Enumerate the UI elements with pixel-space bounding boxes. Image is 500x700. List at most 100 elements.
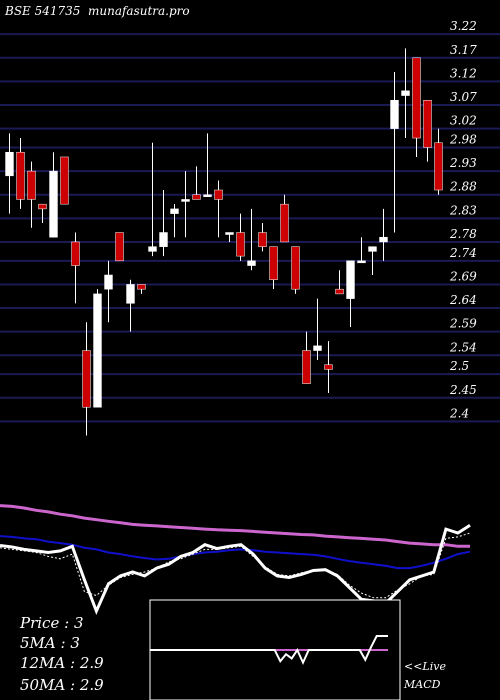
ticker-label: BSE 541735: [4, 4, 80, 18]
candle-body: [368, 246, 377, 252]
y-tick-label: 2.83: [449, 203, 477, 217]
short-ma-line: [0, 532, 471, 599]
ma12-value: 2.9: [79, 654, 104, 672]
candle-body: [203, 194, 212, 197]
candle: [126, 279, 135, 332]
candle: [324, 341, 333, 394]
mid-ma-line: [0, 535, 471, 570]
y-tick-label: 2.88: [449, 180, 477, 194]
y-tick-label: 2.5: [449, 359, 469, 373]
candle-body: [181, 199, 190, 202]
candle-body: [313, 345, 322, 351]
candle: [280, 194, 289, 243]
price-line-line: [0, 523, 471, 616]
candle-body: [115, 232, 124, 262]
y-tick-label: 2.59: [449, 317, 477, 331]
macd-line: [150, 635, 388, 666]
candle-body: [16, 151, 25, 200]
candle-body: [159, 232, 168, 247]
candle-body: [291, 246, 300, 290]
candle-body: [434, 142, 443, 191]
candle: [412, 57, 421, 157]
candle: [423, 100, 432, 162]
candle: [379, 208, 388, 261]
candle: [269, 246, 278, 290]
y-tick-label: 2.78: [449, 227, 477, 241]
candle-body: [148, 246, 157, 252]
candle-body: [346, 260, 355, 299]
candle: [335, 270, 344, 295]
candle-body: [335, 288, 344, 295]
candle-body: [137, 284, 146, 290]
ma5-label: 5MA : 3: [20, 634, 80, 652]
candle: [137, 284, 146, 294]
candle-body: [412, 57, 421, 139]
y-tick-label: 3.17: [450, 43, 477, 57]
candle: [16, 138, 25, 209]
candle-body: [401, 90, 410, 96]
candle-body: [247, 260, 256, 266]
candle: [247, 208, 256, 271]
candle-body: [60, 156, 69, 205]
candle: [104, 260, 113, 323]
price-axis-ticks: 3.22 3.17 3.12 3.07 3.02 2.98 2.93 2.88 2.83 2.78…: [449, 19, 477, 420]
candle-body: [93, 293, 102, 408]
candle: [192, 166, 201, 200]
ma5-value: 3: [70, 634, 80, 652]
candle: [60, 156, 69, 205]
macd-panel: [150, 635, 388, 666]
candle-body: [357, 260, 366, 264]
candle: [82, 322, 91, 436]
y-tick-label: 3.22: [450, 19, 477, 33]
y-tick-label: 2.74: [449, 246, 477, 260]
macd-name-label: MACD: [403, 678, 441, 691]
candle-body: [379, 236, 388, 243]
price-value: 3: [74, 614, 84, 632]
candle-body: [49, 170, 58, 238]
info-panel: Price : 3 5MA : 3 12MA : 2.9 50MA : 2.9: [19, 614, 104, 694]
moving-average-panel: [0, 504, 471, 616]
site-label: munafasutra.pro: [88, 4, 190, 18]
candle-body: [5, 151, 14, 177]
candle-body: [82, 350, 91, 408]
y-tick-label: 3.12: [450, 66, 477, 80]
candle-body: [126, 284, 135, 304]
candle: [203, 133, 212, 197]
candle-body: [236, 232, 245, 257]
macd-live-label: <<Live: [404, 660, 446, 673]
candle-body: [423, 100, 432, 148]
ma12-label: 12MA : 2.9: [20, 654, 104, 672]
candle-body: [104, 274, 113, 290]
candle: [38, 203, 47, 224]
candle-body: [390, 100, 399, 129]
y-tick-label: 2.69: [449, 269, 477, 283]
candle: [214, 180, 223, 238]
candle-body: [302, 350, 311, 384]
candle: [434, 128, 443, 195]
candle-body: [269, 246, 278, 280]
candle: [390, 71, 399, 233]
y-tick-label: 2.45: [449, 383, 477, 397]
candle: [181, 171, 190, 238]
candle-body: [27, 170, 36, 200]
candle: [115, 232, 124, 262]
candle: [225, 232, 234, 242]
y-tick-label: 3.02: [450, 114, 477, 128]
candle-body: [192, 194, 201, 200]
candle: [49, 152, 58, 238]
candle: [258, 223, 267, 252]
candle: [291, 246, 300, 294]
candle-body: [280, 203, 289, 243]
candle-body: [258, 232, 267, 247]
y-tick-label: 2.98: [449, 133, 477, 147]
price-label: Price : 3: [19, 614, 83, 632]
candle: [159, 190, 168, 257]
candle: [27, 161, 36, 228]
y-tick-label: 2.4: [449, 406, 469, 420]
candle-body: [324, 364, 333, 370]
candle: [368, 246, 377, 275]
y-tick-label: 2.64: [449, 293, 477, 307]
candle-body: [170, 208, 179, 214]
candle: [346, 260, 355, 327]
